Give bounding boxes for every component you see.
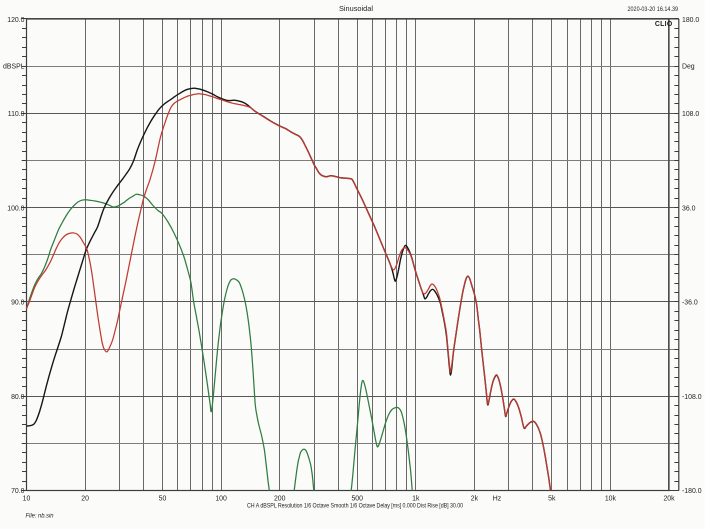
svg-text:-36.0: -36.0 bbox=[682, 300, 698, 307]
svg-text:20k: 20k bbox=[663, 496, 675, 503]
svg-text:CH A dBSPL Resolution 1/6: CH A dBSPL Resolution 1/6 Octave Smooth … bbox=[247, 503, 463, 510]
svg-text:-108.0: -108.0 bbox=[682, 394, 702, 401]
svg-text:108.0: 108.0 bbox=[682, 111, 699, 118]
svg-text:120.0: 120.0 bbox=[7, 17, 24, 24]
svg-text:100: 100 bbox=[215, 496, 227, 503]
svg-text:70.0: 70.0 bbox=[11, 488, 25, 495]
svg-text:CLIO: CLIO bbox=[655, 21, 673, 28]
svg-text:5k: 5k bbox=[548, 496, 556, 503]
svg-text:Hz: Hz bbox=[493, 496, 502, 503]
svg-text:2k: 2k bbox=[471, 496, 479, 503]
svg-text:10: 10 bbox=[23, 496, 31, 503]
svg-text:90.0: 90.0 bbox=[11, 300, 25, 307]
svg-text:Deg: Deg bbox=[682, 64, 695, 71]
svg-text:36.0: 36.0 bbox=[682, 205, 696, 212]
svg-text:Sinusoidal: Sinusoidal bbox=[339, 4, 373, 13]
svg-text:1k: 1k bbox=[412, 496, 420, 503]
svg-text:10k: 10k bbox=[605, 496, 617, 503]
svg-text:2020-03-20 16.14.39: 2020-03-20 16.14.39 bbox=[628, 6, 679, 13]
svg-text:50: 50 bbox=[159, 496, 167, 503]
svg-text:500: 500 bbox=[351, 496, 363, 503]
svg-text:20: 20 bbox=[81, 496, 89, 503]
svg-text:80.0: 80.0 bbox=[11, 394, 25, 401]
svg-text:200: 200 bbox=[274, 496, 286, 503]
svg-text:100.0: 100.0 bbox=[7, 205, 24, 212]
svg-text:-180.0: -180.0 bbox=[682, 488, 702, 495]
svg-text:110.0: 110.0 bbox=[8, 111, 25, 118]
svg-text:180.0: 180.0 bbox=[682, 17, 699, 24]
svg-text:File: nb.sin: File: nb.sin bbox=[26, 513, 54, 520]
svg-text:dBSPL: dBSPL bbox=[3, 64, 25, 71]
